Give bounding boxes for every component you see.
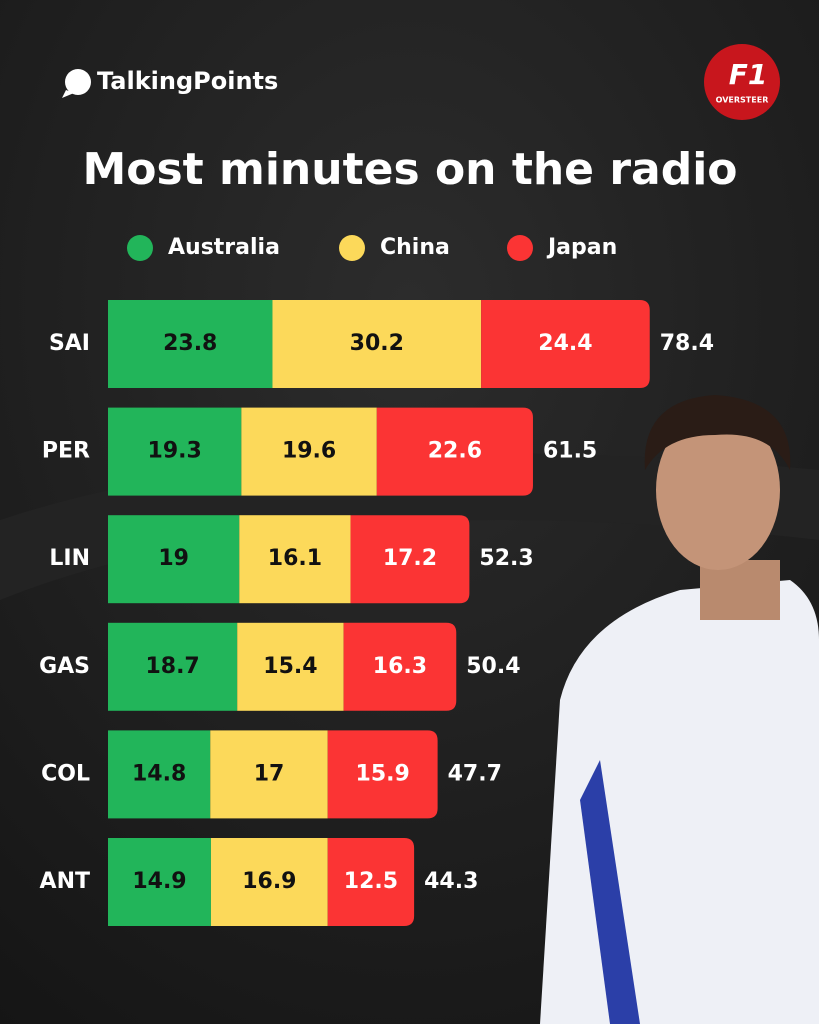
legend-label: Australia (168, 235, 280, 260)
bar-segment (481, 300, 650, 388)
y-tick-label: PER (42, 439, 90, 464)
driver-photo (540, 395, 819, 1024)
brand-logo: TalkingPoints (62, 67, 278, 98)
value-label: 16.3 (373, 654, 427, 679)
bar-segment (241, 407, 377, 496)
bar-segment (108, 622, 238, 711)
driver-neck (700, 560, 780, 620)
value-label: 14.8 (132, 761, 186, 786)
badge-sub: OVERSTEER (716, 96, 769, 105)
bar-segment (327, 730, 438, 819)
value-label: 12.5 (344, 869, 398, 894)
bar-segment (343, 622, 457, 711)
bar-segment (210, 838, 328, 926)
bar-segment (376, 407, 533, 496)
legend-label: Japan (546, 235, 617, 260)
y-tick-label: COL (41, 761, 90, 786)
bar-segment (108, 838, 211, 926)
total-label: 61.5 (543, 439, 597, 464)
total-label: 47.7 (448, 761, 502, 786)
value-label: 22.6 (428, 439, 482, 464)
value-label: 19 (158, 546, 189, 571)
legend-swatch (339, 235, 365, 261)
value-label: 17.2 (383, 546, 437, 571)
legend-label: China (380, 235, 450, 260)
value-label: 17 (254, 761, 285, 786)
suit-stripe (580, 760, 640, 1024)
value-label: 14.9 (132, 869, 186, 894)
total-label: 44.3 (424, 869, 478, 894)
value-label: 30.2 (350, 331, 404, 356)
driver-hair (644, 395, 791, 470)
y-tick-label: GAS (39, 654, 90, 679)
bar-segment (108, 515, 240, 604)
bar-segment (108, 407, 242, 496)
value-label: 19.3 (148, 439, 202, 464)
y-tick-label: SAI (49, 331, 90, 356)
total-label: 78.4 (660, 331, 714, 356)
badge-circle (704, 44, 780, 120)
value-label: 15.9 (356, 761, 410, 786)
brand-icon-tail (62, 90, 74, 98)
legend-swatch (507, 235, 533, 261)
driver-face (656, 410, 780, 570)
bar-segment (108, 730, 211, 819)
badge-main: F1 (729, 58, 768, 91)
bar-segment (108, 300, 273, 388)
legend-swatch (127, 235, 153, 261)
brand-name: TalkingPoints (97, 67, 278, 95)
total-label: 50.4 (466, 654, 520, 679)
brand-icon (65, 69, 91, 95)
bar-segment (272, 300, 482, 388)
value-label: 15.4 (263, 654, 317, 679)
value-label: 16.9 (242, 869, 296, 894)
value-label: 24.4 (538, 331, 592, 356)
value-label: 18.7 (145, 654, 199, 679)
bar-segment (237, 622, 344, 711)
value-label: 16.1 (268, 546, 322, 571)
y-tick-label: LIN (49, 546, 90, 571)
bar-segment (327, 838, 415, 926)
chart-title: Most minutes on the radio (82, 144, 737, 195)
y-tick-label: ANT (40, 869, 90, 894)
value-label: 19.6 (282, 439, 336, 464)
bar-segment (350, 515, 470, 604)
bar-segment (210, 730, 328, 819)
bar-segment (239, 515, 351, 604)
badge: F1 OVERSTEER (704, 44, 780, 120)
total-label: 52.3 (479, 546, 533, 571)
value-label: 23.8 (163, 331, 217, 356)
